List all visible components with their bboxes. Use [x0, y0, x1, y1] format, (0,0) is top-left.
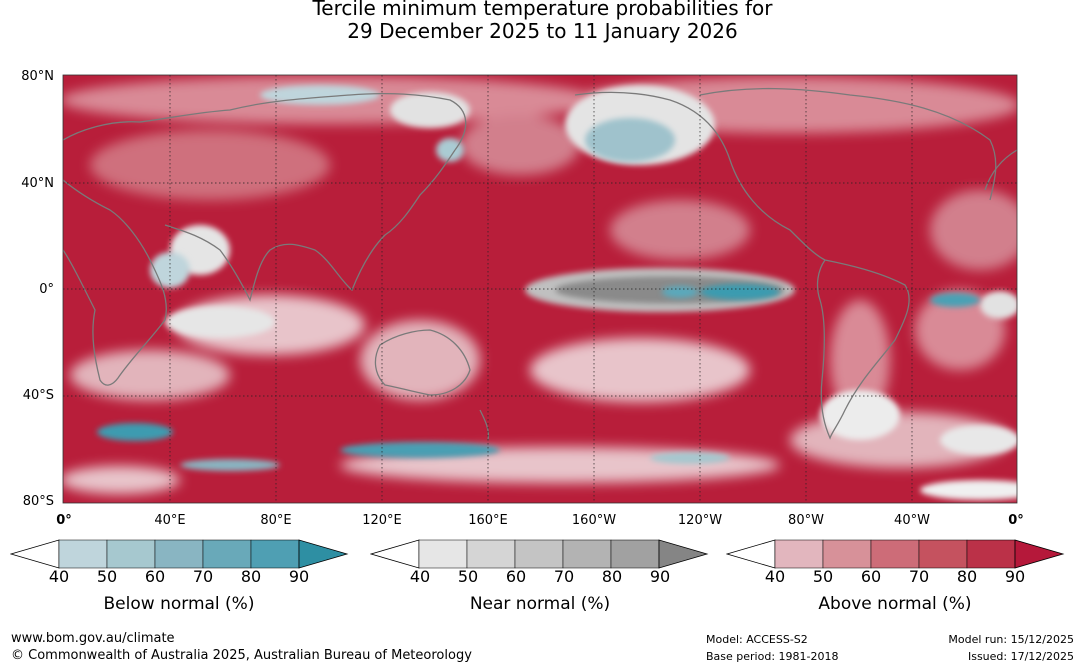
lat-label-80n: 80°N — [21, 69, 54, 84]
tick-label: 50 — [812, 567, 834, 586]
lon-label-0-right: 0° — [1008, 513, 1024, 528]
title-line-2: 29 December 2025 to 11 January 2026 — [347, 19, 738, 43]
colorbar-bin — [870, 539, 920, 569]
colorbar-bin — [918, 539, 968, 569]
colorbar-bin — [822, 539, 872, 569]
tick-label: 70 — [192, 567, 214, 586]
colorbar-above — [726, 539, 1065, 569]
colorbar-low-extension — [10, 539, 60, 569]
colorbar-bin — [610, 539, 660, 569]
tick-label: 90 — [649, 567, 671, 586]
tick-label: 80 — [601, 567, 623, 586]
lon-label-40e: 40°E — [154, 513, 186, 528]
colorbar-near — [370, 539, 709, 569]
tick-label: 60 — [144, 567, 166, 586]
lat-label-equator: 0° — [39, 282, 54, 297]
model-name: Model: ACCESS-S2 — [706, 633, 808, 646]
lon-label-120e: 120°E — [362, 513, 402, 528]
colorbar-bin — [106, 539, 156, 569]
model-run-date: Model run: 15/12/2025 — [948, 633, 1074, 646]
tick-label: 40 — [409, 567, 431, 586]
colorbar-bin — [154, 539, 204, 569]
graticule — [63, 75, 1017, 503]
colorbar-high-extension — [658, 539, 709, 569]
tick-label: 70 — [553, 567, 575, 586]
tick-label: 70 — [908, 567, 930, 586]
tick-label: 90 — [288, 567, 310, 586]
colorbar-above-label: Above normal (%) — [818, 594, 972, 614]
lon-label-40w: 40°W — [894, 513, 930, 528]
colorbar-bin — [250, 539, 300, 569]
tick-label: 40 — [764, 567, 786, 586]
tick-label: 80 — [956, 567, 978, 586]
tick-label: 50 — [457, 567, 479, 586]
lon-label-0-left: 0° — [56, 513, 72, 528]
lon-label-120w: 120°W — [677, 513, 723, 528]
lon-label-160w: 160°W — [571, 513, 617, 528]
colorbar-bin — [466, 539, 516, 569]
title-line-1: Tercile minimum temperature probabilitie… — [312, 0, 773, 20]
colorbar-low-extension — [370, 539, 420, 569]
colorbar-below — [10, 539, 349, 569]
colorbar-below-label: Below normal (%) — [103, 594, 255, 614]
colorbar-bin — [774, 539, 824, 569]
tick-label: 60 — [505, 567, 527, 586]
colorbar-bin — [58, 539, 108, 569]
issued-date: Issued: 17/12/2025 — [967, 650, 1074, 663]
map-frame — [62, 74, 1018, 504]
lon-label-80w: 80°W — [788, 513, 824, 528]
tick-label: 40 — [48, 567, 70, 586]
lat-label-80s: 80°S — [22, 494, 54, 509]
colorbar-bin — [514, 539, 564, 569]
tick-label: 60 — [860, 567, 882, 586]
colorbar-high-extension — [1014, 539, 1065, 569]
coastlines — [63, 87, 1017, 441]
lat-label-40n: 40°N — [21, 176, 54, 191]
colorbar-near-label: Near normal (%) — [469, 594, 611, 614]
copyright-text: © Commonwealth of Australia 2025, Austra… — [11, 648, 472, 663]
chart-title: Tercile minimum temperature probabilitie… — [0, 0, 1085, 43]
colorbar-bin — [562, 539, 612, 569]
tick-label: 90 — [1004, 567, 1026, 586]
lon-label-80e: 80°E — [260, 513, 292, 528]
lon-label-160e: 160°E — [468, 513, 508, 528]
colorbar-high-extension — [298, 539, 349, 569]
lat-label-40s: 40°S — [22, 388, 54, 403]
colorbar-bin — [418, 539, 468, 569]
base-period: Base period: 1981-2018 — [706, 650, 839, 663]
colorbar-bin — [202, 539, 252, 569]
below-normal-regions — [97, 85, 980, 471]
website-link[interactable]: www.bom.gov.au/climate — [11, 631, 175, 646]
colorbar-low-extension — [726, 539, 776, 569]
tick-label: 50 — [96, 567, 118, 586]
colorbar-bin — [966, 539, 1016, 569]
tick-label: 80 — [240, 567, 262, 586]
